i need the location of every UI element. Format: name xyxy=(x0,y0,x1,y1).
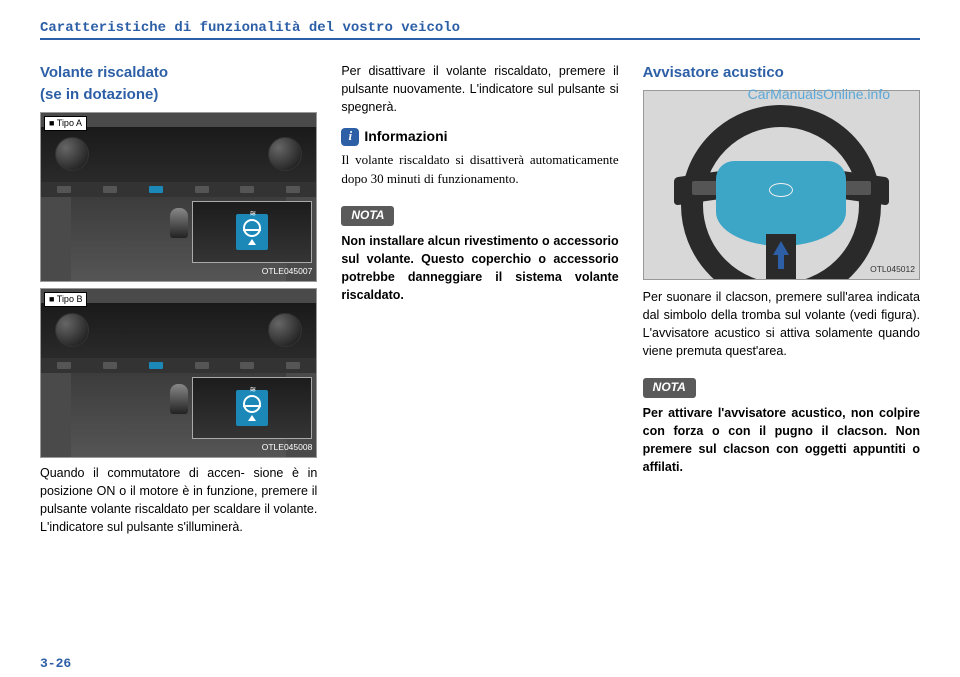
brand-emblem-icon xyxy=(769,183,793,197)
arrow-up-icon xyxy=(248,239,256,245)
steering-wheel-icon xyxy=(243,395,261,413)
figure-tipo-b: ■ Tipo B ≋ xyxy=(40,288,317,458)
section-title-line2: (se in dotazione) xyxy=(40,86,158,103)
panel-button-icon xyxy=(103,186,117,193)
section-title-heated-wheel: Volante riscaldato (se in dotazione) xyxy=(40,62,317,106)
section-title-line1: Volante riscaldato xyxy=(40,64,168,81)
col3-body: Per suonare il clacson, premere sull'are… xyxy=(643,288,920,361)
watermark-text: CarManualsOnline.info xyxy=(748,86,890,102)
figure-code-horn: OTL045012 xyxy=(870,263,915,275)
panel-button-icon xyxy=(103,362,117,369)
button-row-b xyxy=(41,358,316,373)
left-dial-icon xyxy=(55,313,89,347)
callout-zoom-b: ≋ xyxy=(192,377,312,439)
heated-wheel-button-zoom: ≋ xyxy=(236,214,268,250)
heated-wheel-button-zoom: ≋ xyxy=(236,390,268,426)
heated-wheel-button-icon xyxy=(149,186,163,193)
panel-button-icon xyxy=(57,362,71,369)
info-title: Informazioni xyxy=(364,126,447,146)
right-dial-icon xyxy=(268,313,302,347)
column-3: Avvisatore acustico OTL045012 Per suonar… xyxy=(643,62,920,546)
column-2: Per disattivare il volante riscaldato, p… xyxy=(341,62,618,546)
info-body: Il volante riscaldato si disattiverà aut… xyxy=(341,151,618,189)
figure-code-a: OTLE045007 xyxy=(262,265,313,277)
panel-button-icon xyxy=(286,186,300,193)
chapter-header: Caratteristiche di funzionalità del vost… xyxy=(40,20,920,40)
arrow-up-icon xyxy=(248,415,256,421)
column-1: Volante riscaldato (se in dotazione) ■ T… xyxy=(40,62,317,546)
steering-wheel-icon xyxy=(243,219,261,237)
panel-button-icon xyxy=(240,362,254,369)
press-arrow-icon xyxy=(773,241,789,255)
panel-button-icon xyxy=(57,186,71,193)
figure-horn: OTL045012 xyxy=(643,90,920,280)
figure-label-b: ■ Tipo B xyxy=(44,292,87,307)
page-number: 3-26 xyxy=(40,656,71,671)
nota-badge: NOTA xyxy=(341,206,394,225)
gear-lever-icon xyxy=(170,384,188,414)
right-dial-icon xyxy=(268,137,302,171)
info-heading: i Informazioni xyxy=(341,126,618,146)
heat-waves-icon: ≋ xyxy=(249,384,255,396)
left-dial-icon xyxy=(55,137,89,171)
callout-zoom-a: ≋ xyxy=(192,201,312,263)
climate-panel-b xyxy=(41,303,316,358)
panel-button-icon xyxy=(286,362,300,369)
heated-wheel-button-icon xyxy=(149,362,163,369)
section-title-horn: Avvisatore acustico xyxy=(643,62,920,84)
nota-body-horn: Per attivare l'avvisatore acustico, non … xyxy=(643,404,920,477)
nota-badge-horn: NOTA xyxy=(643,378,696,397)
info-icon: i xyxy=(341,128,359,146)
content-columns: Volante riscaldato (se in dotazione) ■ T… xyxy=(40,62,920,546)
col1-body-text: Quando il commutatore di accen- sione è … xyxy=(40,464,317,537)
heat-waves-icon: ≋ xyxy=(249,208,255,220)
panel-button-icon xyxy=(195,186,209,193)
figure-code-b: OTLE045008 xyxy=(262,441,313,453)
panel-button-icon xyxy=(240,186,254,193)
figure-label-a: ■ Tipo A xyxy=(44,116,87,131)
col2-p1: Per disattivare il volante riscaldato, p… xyxy=(341,62,618,116)
climate-panel-a xyxy=(41,127,316,182)
gear-lever-icon xyxy=(170,208,188,238)
button-row-a xyxy=(41,182,316,197)
figure-tipo-a: ■ Tipo A ≋ xyxy=(40,112,317,282)
panel-button-icon xyxy=(195,362,209,369)
nota-body: Non installare alcun rivestimento o acce… xyxy=(341,232,618,305)
